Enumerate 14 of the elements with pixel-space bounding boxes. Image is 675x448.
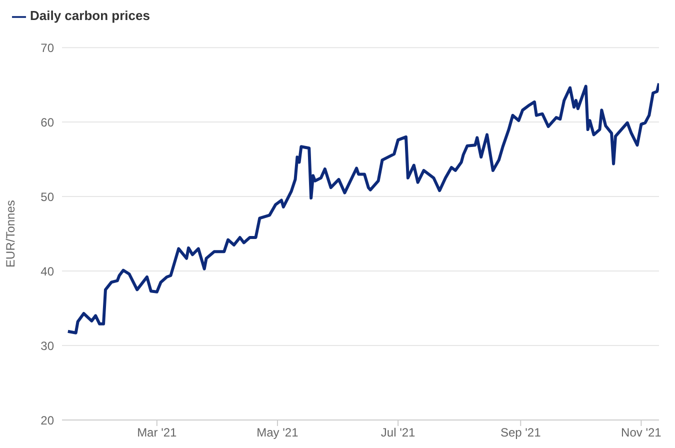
x-tick-label: Jul '21 bbox=[380, 426, 416, 440]
y-tick-label: 70 bbox=[40, 40, 54, 55]
line-series bbox=[66, 82, 659, 334]
x-tick-label: Sep '21 bbox=[500, 426, 542, 440]
y-tick-label: 30 bbox=[40, 338, 54, 353]
y-axis-title: EUR/Tonnes bbox=[3, 200, 18, 268]
x-tick-label: May '21 bbox=[256, 426, 299, 440]
x-tick-label: Nov '21 bbox=[621, 426, 662, 440]
y-tick-label: 60 bbox=[40, 115, 54, 130]
y-tick-label: 50 bbox=[40, 190, 54, 204]
legend-label: Daily carbon prices bbox=[30, 8, 150, 23]
y-tick-label: 40 bbox=[40, 264, 54, 278]
x-tick-label: Mar '21 bbox=[137, 426, 178, 440]
y-tick-label: 20 bbox=[40, 413, 54, 428]
